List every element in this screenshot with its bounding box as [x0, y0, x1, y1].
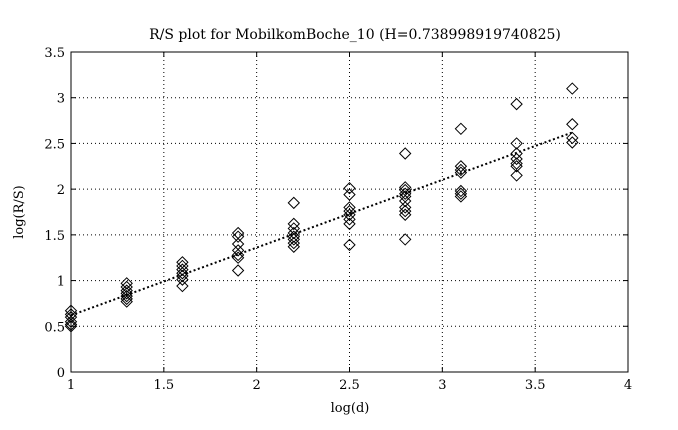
grid-lines: [71, 52, 628, 372]
data-point: [287, 236, 301, 250]
data-point: [454, 122, 468, 136]
y-tick-label: 3.5: [44, 46, 65, 61]
data-point: [231, 264, 245, 277]
data-point: [343, 213, 356, 226]
data-point: [398, 201, 412, 214]
data-point: [231, 237, 245, 251]
data-point: [343, 208, 356, 221]
data-point: [566, 136, 579, 149]
data-point: [454, 160, 468, 173]
data-point: [231, 244, 245, 257]
data-point: [120, 280, 133, 294]
data-point: [566, 82, 579, 95]
data-point: [343, 217, 356, 231]
data-point: [343, 204, 356, 218]
data-point: [343, 238, 356, 252]
x-tick-label: 2: [253, 378, 261, 393]
data-points: [64, 82, 579, 333]
data-point: [454, 163, 468, 177]
data-point: [287, 240, 301, 253]
data-point: [287, 222, 301, 235]
y-tick-label: 3: [57, 92, 65, 107]
x-tick-label: 1: [67, 378, 75, 393]
data-point: [287, 196, 301, 210]
data-point: [287, 233, 301, 246]
data-point: [231, 226, 245, 240]
y-axis-ticks: 0 0.5 1 1.5 2 2.5 3 3.5: [44, 46, 628, 381]
x-tick-label: 3.5: [525, 378, 546, 393]
data-point: [398, 204, 412, 218]
data-point: [454, 187, 468, 200]
y-tick-label: 2.5: [44, 137, 65, 152]
data-point: [510, 160, 523, 173]
data-point: [398, 233, 412, 246]
data-point: [398, 187, 412, 200]
data-point: [454, 190, 468, 203]
plot-frame: [70, 51, 629, 373]
x-tick-label: 1.5: [153, 378, 174, 393]
data-point: [176, 267, 189, 280]
x-axis-ticks: 1 1.5 2 2.5 3 3.5 4: [67, 52, 632, 393]
chart-title: R/S plot for MobilkomBoche_10 (H=0.73899…: [149, 27, 561, 43]
fit-line-group: [70, 131, 573, 317]
data-point: [398, 208, 412, 221]
data-point: [398, 147, 412, 160]
data-point: [287, 217, 301, 231]
data-point: [343, 182, 356, 195]
data-point: [231, 230, 245, 243]
data-point: [510, 137, 523, 150]
data-point: [176, 273, 189, 286]
data-point: [176, 256, 189, 269]
x-tick-label: 3: [438, 378, 446, 393]
x-axis-label: log(d): [331, 401, 370, 416]
fit-line: [70, 131, 573, 317]
x-tick-label: 4: [624, 378, 632, 393]
x-tick-label: 2.5: [339, 378, 360, 393]
data-point: [343, 201, 356, 214]
data-point: [510, 97, 523, 111]
y-tick-label: 1: [57, 275, 65, 290]
data-point: [398, 194, 412, 208]
y-tick-label: 0.5: [44, 320, 65, 335]
data-point: [231, 251, 245, 264]
y-tick-label: 1.5: [44, 229, 65, 244]
data-point: [343, 188, 356, 201]
y-axis-label: log(R/S): [12, 185, 27, 239]
data-point: [120, 277, 133, 290]
data-point: [176, 259, 189, 273]
data-point: [120, 287, 133, 300]
y-tick-label: 0: [57, 366, 65, 381]
data-point: [287, 226, 301, 240]
data-point: [566, 131, 579, 145]
data-point: [287, 230, 301, 243]
data-point: [510, 169, 523, 182]
y-tick-label: 2: [57, 183, 65, 198]
data-point: [510, 152, 523, 166]
data-point: [510, 157, 523, 170]
data-point: [120, 289, 133, 303]
data-point: [454, 184, 468, 198]
data-point: [566, 118, 579, 131]
data-point: [120, 295, 133, 308]
data-point: [176, 279, 189, 293]
